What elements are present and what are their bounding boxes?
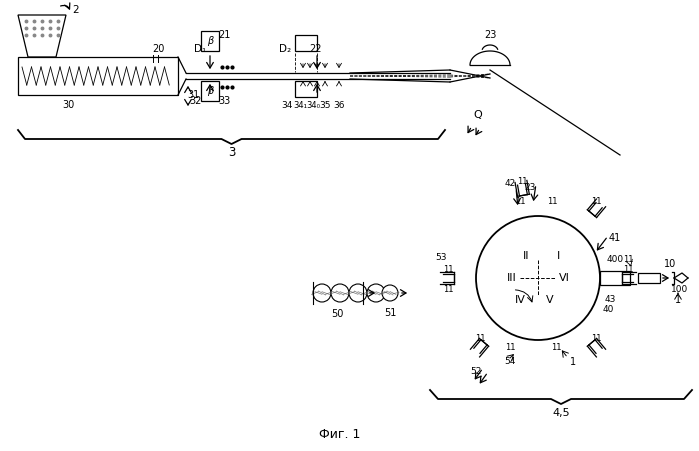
Text: 11: 11 bbox=[623, 266, 633, 275]
Text: 11: 11 bbox=[623, 256, 633, 264]
Text: VI: VI bbox=[559, 273, 570, 283]
Text: 23: 23 bbox=[524, 184, 535, 193]
Circle shape bbox=[313, 284, 331, 302]
Circle shape bbox=[331, 284, 349, 302]
Bar bbox=[295, 81, 317, 97]
Text: 34₀: 34₀ bbox=[306, 101, 320, 110]
Text: 21: 21 bbox=[218, 30, 230, 40]
Text: 52: 52 bbox=[470, 368, 482, 377]
Text: II: II bbox=[523, 251, 529, 261]
Bar bbox=[18, 57, 178, 95]
Text: β: β bbox=[207, 36, 213, 46]
Text: 11: 11 bbox=[591, 335, 601, 344]
Text: D₂: D₂ bbox=[279, 44, 291, 54]
Text: 53: 53 bbox=[435, 253, 447, 262]
Text: 22: 22 bbox=[309, 44, 322, 54]
Text: 100: 100 bbox=[671, 285, 689, 295]
Bar bbox=[600, 271, 630, 285]
Text: IV: IV bbox=[514, 295, 526, 305]
Text: 1: 1 bbox=[570, 357, 576, 367]
Text: 3: 3 bbox=[228, 147, 235, 160]
Text: 20: 20 bbox=[152, 44, 164, 54]
Text: 33: 33 bbox=[218, 96, 230, 106]
Text: 51: 51 bbox=[384, 308, 396, 318]
Text: D₁: D₁ bbox=[194, 44, 206, 54]
Text: β: β bbox=[207, 86, 213, 96]
Bar bbox=[295, 35, 317, 51]
Text: 36: 36 bbox=[333, 101, 345, 110]
Text: 43: 43 bbox=[605, 295, 616, 304]
Text: V: V bbox=[546, 295, 554, 305]
Text: 4,5: 4,5 bbox=[552, 408, 570, 418]
Text: 11: 11 bbox=[517, 177, 528, 186]
Text: 11: 11 bbox=[442, 285, 453, 295]
Text: 42: 42 bbox=[505, 179, 516, 189]
Text: 34: 34 bbox=[281, 101, 293, 110]
Text: 1: 1 bbox=[675, 295, 681, 305]
Text: 10: 10 bbox=[664, 259, 676, 269]
Bar bbox=[201, 81, 219, 101]
Text: 34₁: 34₁ bbox=[293, 101, 307, 110]
Text: 30: 30 bbox=[62, 100, 74, 110]
Bar bbox=[638, 273, 660, 283]
Text: 11: 11 bbox=[442, 266, 453, 275]
Text: 11: 11 bbox=[591, 197, 601, 206]
Polygon shape bbox=[18, 15, 66, 57]
Text: Q: Q bbox=[474, 110, 482, 120]
Circle shape bbox=[382, 285, 398, 301]
Text: 40: 40 bbox=[603, 305, 614, 314]
Text: 11: 11 bbox=[547, 198, 557, 207]
Text: I: I bbox=[556, 251, 560, 261]
Text: 31: 31 bbox=[187, 90, 199, 100]
Text: 2: 2 bbox=[73, 5, 79, 15]
Bar bbox=[201, 31, 219, 51]
Text: 32: 32 bbox=[190, 96, 202, 106]
Text: 50: 50 bbox=[331, 309, 343, 319]
Text: 11: 11 bbox=[475, 335, 485, 344]
Circle shape bbox=[349, 284, 367, 302]
Text: 11: 11 bbox=[551, 344, 561, 353]
Text: 11: 11 bbox=[505, 344, 515, 353]
Text: III: III bbox=[507, 273, 517, 283]
Text: 23: 23 bbox=[484, 30, 496, 40]
Circle shape bbox=[367, 284, 385, 302]
Text: 11: 11 bbox=[514, 198, 525, 207]
Text: 54: 54 bbox=[504, 358, 516, 367]
Text: Фиг. 1: Фиг. 1 bbox=[319, 428, 361, 442]
Text: 35: 35 bbox=[319, 101, 331, 110]
Text: 41: 41 bbox=[609, 233, 621, 243]
Text: 400: 400 bbox=[607, 256, 624, 264]
